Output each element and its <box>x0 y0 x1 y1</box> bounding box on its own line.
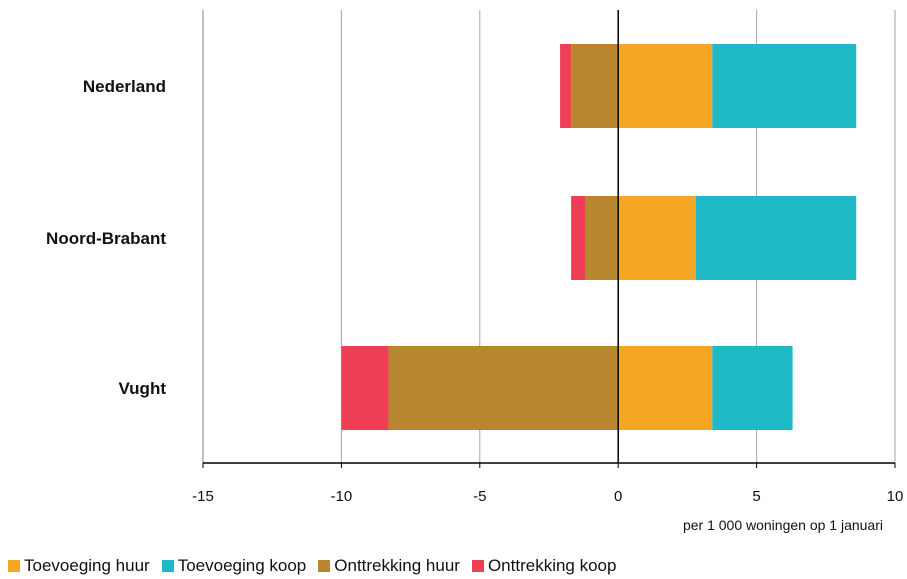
x-tick-label: 10 <box>887 488 904 505</box>
bar-toevoeging-huur-nederland <box>618 44 713 128</box>
category-label: Nederland <box>83 77 166 96</box>
tick-labels: -15 -10 -5 0 5 10 <box>192 488 903 505</box>
legend-item: Onttrekking huur <box>318 556 460 576</box>
category-label: Noord-Brabant <box>46 229 166 248</box>
x-tick-label: -5 <box>473 488 486 505</box>
axes <box>202 10 896 468</box>
bar-toevoeging-huur-noord-brabant <box>618 196 696 280</box>
x-tick-label: 5 <box>752 488 760 505</box>
legend-label: Toevoeging koop <box>177 556 307 575</box>
bar-onttrekking-koop-vught <box>341 346 389 430</box>
bar-onttrekking-koop-nederland <box>560 44 572 128</box>
bar-toevoeging-koop-noord-brabant <box>695 196 857 280</box>
bar-onttrekking-huur-vught <box>388 346 619 430</box>
legend: Toevoeging huur Toevoeging koop Onttrekkin… <box>8 556 616 576</box>
legend-item: Onttrekking koop <box>471 556 617 576</box>
bar-toevoeging-huur-vught <box>618 346 713 430</box>
bar-onttrekking-koop-noord-brabant <box>571 196 585 280</box>
bar-onttrekking-huur-noord-brabant <box>584 196 619 280</box>
bar-onttrekking-huur-nederland <box>571 44 619 128</box>
category-labels: Nederland Noord-Brabant Vught <box>46 77 166 398</box>
bar-toevoeging-koop-vught <box>712 346 793 430</box>
bar-toevoeging-koop-nederland <box>712 44 857 128</box>
x-axis-title: per 1 000 woningen op 1 januari <box>683 517 883 533</box>
legend-swatch <box>161 560 174 572</box>
legend-swatch <box>471 560 484 572</box>
legend-item: Toevoeging koop <box>161 556 307 576</box>
category-label: Vught <box>118 379 166 398</box>
x-tick-label: -10 <box>331 488 353 505</box>
legend-item: Toevoeging huur <box>8 556 150 576</box>
bars <box>341 44 857 430</box>
legend-label: Toevoeging huur <box>24 556 150 575</box>
legend-label: Onttrekking huur <box>334 556 460 575</box>
legend-label: Onttrekking koop <box>487 556 617 575</box>
legend-swatch <box>318 560 331 572</box>
x-tick-label: -15 <box>192 488 214 505</box>
legend-swatch <box>8 560 20 572</box>
x-tick-label: 0 <box>614 488 622 505</box>
